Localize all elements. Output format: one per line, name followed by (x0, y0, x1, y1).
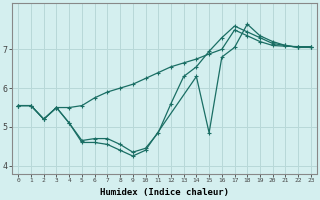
X-axis label: Humidex (Indice chaleur): Humidex (Indice chaleur) (100, 188, 229, 197)
